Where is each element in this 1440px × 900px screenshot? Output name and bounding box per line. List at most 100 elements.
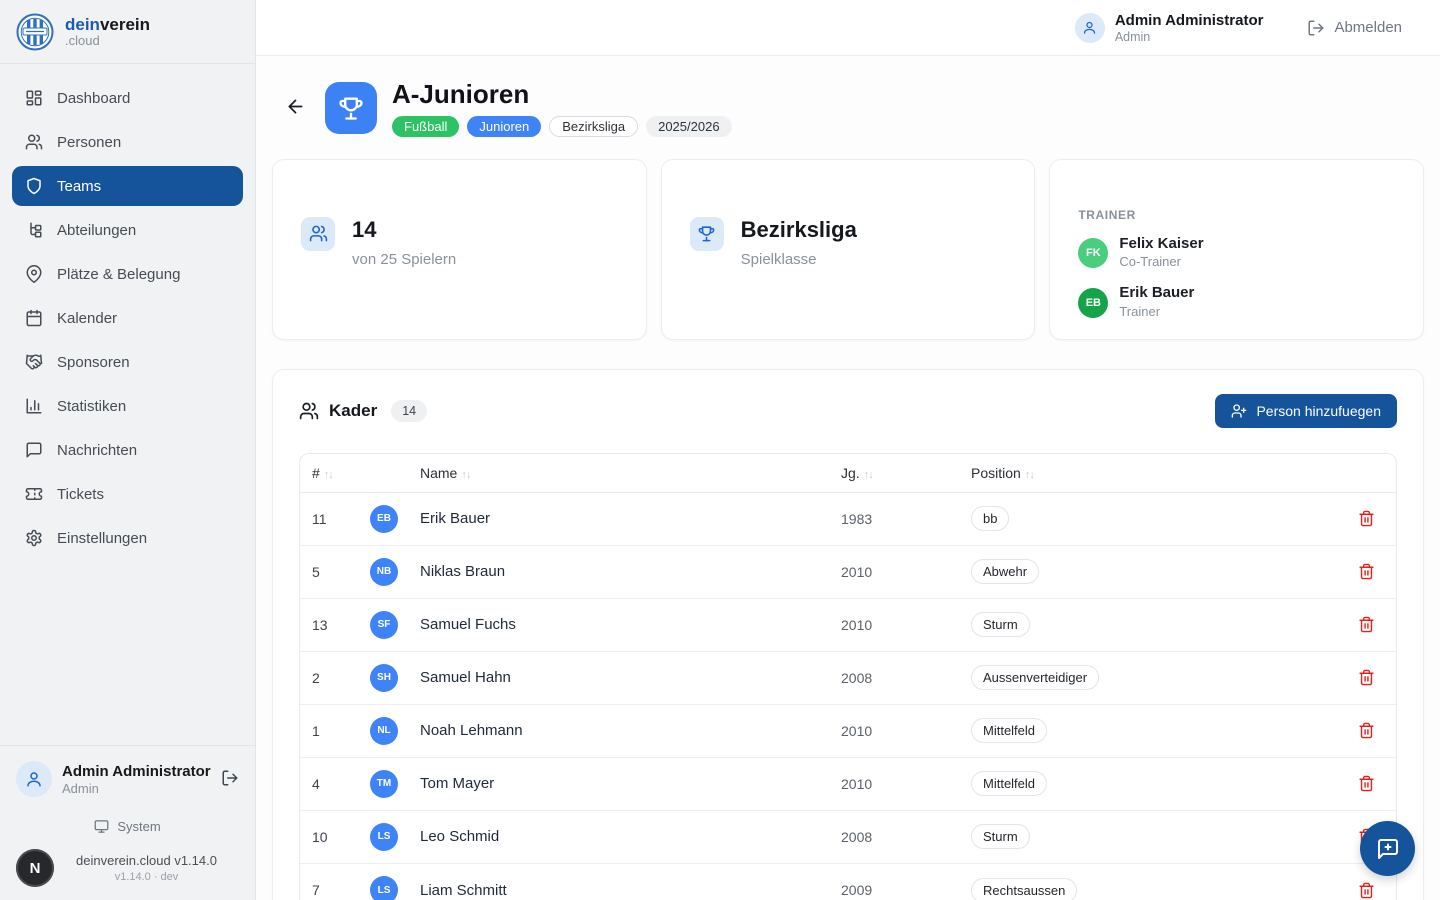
table-body: 11 EB Erik Bauer 1983 bb 5 NB Niklas Braun 2010 A… (300, 493, 1396, 900)
brand-title-dark: verein (99, 14, 151, 34)
club-crest-logo (16, 13, 54, 50)
delete-button[interactable] (1354, 771, 1379, 796)
sidebar-item-users[interactable]: Personen (12, 122, 243, 162)
sort-icon: ↑↓ (461, 468, 471, 481)
logout-button[interactable]: Abmelden (1307, 19, 1402, 37)
player-number: 13 (312, 616, 328, 633)
sidebar-item-dashboard[interactable]: Dashboard (12, 78, 243, 118)
player-name: Niklas Braun (420, 563, 506, 581)
sort-icon: ↑↓ (863, 468, 874, 481)
position-badge: Mittelfeld (971, 771, 1048, 797)
table-row[interactable]: 11 EB Erik Bauer 1983 bb (300, 493, 1396, 546)
table-row[interactable]: 10 LS Leo Schmid 2008 Sturm (300, 811, 1396, 864)
users-icon (299, 401, 319, 421)
players-stat-card: 14 von 25 Spielern (272, 158, 647, 340)
column-header-position[interactable]: Position ↑↓ (971, 464, 1035, 481)
table-row[interactable]: 13 SF Samuel Fuchs 2010 Sturm (300, 599, 1396, 652)
avatar: SH (370, 663, 398, 692)
page-content: A-Junioren Fußball Junioren Bezirksliga 202… (256, 56, 1440, 900)
delete-button[interactable] (1354, 718, 1379, 743)
player-number: 5 (312, 563, 320, 580)
kader-count-badge: 14 (391, 399, 428, 422)
table-row[interactable]: 2 SH Samuel Hahn 2008 Aussenverteidiger (300, 652, 1396, 705)
sidebar-item-label: Plätze & Belegung (57, 265, 181, 283)
team-badge: Fußball (392, 115, 460, 137)
sidebar-item-label: Nachrichten (57, 441, 138, 459)
user-avatar-icon (1074, 12, 1105, 43)
players-sub: von 25 Spielern (352, 250, 457, 268)
sidebar-item-calendar[interactable]: Kalender (12, 298, 243, 338)
sidebar-item-label: Kalender (57, 309, 118, 327)
position-badge: Abwehr (971, 559, 1040, 585)
player-name: Tom Mayer (420, 775, 495, 793)
brand-title-blue: dein (65, 14, 100, 34)
sidebar-item-ticket[interactable]: Tickets (12, 474, 243, 514)
delete-button[interactable] (1354, 559, 1379, 584)
delete-button[interactable] (1354, 612, 1379, 637)
user-plus-icon (1231, 403, 1247, 419)
avatar: LS (370, 876, 398, 900)
sidebar-item-map-pin[interactable]: Plätze & Belegung (12, 254, 243, 294)
sort-icon: ↑↓ (1024, 468, 1035, 481)
table-row[interactable]: 4 TM Tom Mayer 2010 Mittelfeld (300, 758, 1396, 811)
sidebar: deinverein .cloud Dashboard Personen Teams… (0, 0, 256, 900)
shield-icon (25, 177, 43, 195)
logout-icon (1307, 19, 1325, 37)
player-number: 7 (312, 882, 320, 899)
avatar: LS (370, 822, 398, 851)
trainer-item[interactable]: FK Felix Kaiser Co-Trainer (1078, 235, 1395, 272)
sidebar-bottom: Admin Administrator Admin System N deinv… (0, 745, 255, 900)
kader-table: # ↑↓ Name ↑↓ Jg. ↑↓ Position ↑↓ 11 EB Erik Bau… (299, 452, 1397, 900)
column-header-number[interactable]: # ↑↓ (312, 464, 334, 481)
feedback-fab-button[interactable] (1360, 821, 1415, 876)
trash-icon (1358, 882, 1375, 899)
delete-button[interactable] (1354, 506, 1379, 531)
column-header-name[interactable]: Name ↑↓ (420, 464, 471, 481)
sidebar-item-label: Einstellungen (57, 529, 148, 547)
position-badge: Sturm (971, 824, 1030, 850)
position-badge: Aussenverteidiger (971, 665, 1100, 691)
sidebar-item-tree[interactable]: Abteilungen (12, 210, 243, 250)
trash-icon (1358, 616, 1375, 633)
sidebar-item-shield[interactable]: Teams (12, 166, 243, 206)
position-badge: Mittelfeld (971, 718, 1048, 744)
brand-subtitle: .cloud (65, 33, 100, 49)
trash-icon (1358, 775, 1375, 792)
avatar: SF (370, 610, 398, 639)
sidebar-item-label: Dashboard (57, 89, 131, 107)
sort-icon: ↑↓ (323, 468, 334, 481)
trainer-item[interactable]: EB Erik Bauer Trainer (1078, 284, 1395, 321)
sidebar-item-bar-chart[interactable]: Statistiken (12, 386, 243, 426)
trainer-name: Erik Bauer (1119, 284, 1195, 302)
trainer-name: Felix Kaiser (1119, 234, 1204, 252)
sidebar-item-handshake[interactable]: Sponsoren (12, 342, 243, 382)
player-year: 2010 (841, 616, 873, 633)
trainer-card: TRAINER FK Felix Kaiser Co-Trainer EB Erik B… (1049, 158, 1424, 340)
sidebar-item-label: Personen (57, 133, 122, 151)
system-row: System (16, 819, 239, 834)
sidebar-item-settings[interactable]: Einstellungen (12, 518, 243, 558)
app-version: deinverein.cloud v1.14.0 (76, 853, 217, 868)
brand[interactable]: deinverein .cloud (0, 0, 255, 64)
sidebar-item-message[interactable]: Nachrichten (12, 430, 243, 470)
logout-button[interactable] (221, 769, 239, 790)
team-header: A-Junioren Fußball Junioren Bezirksliga 202… (272, 80, 1424, 137)
player-name: Leo Schmid (420, 828, 500, 846)
bar-chart-icon (25, 397, 43, 415)
table-row[interactable]: 5 NB Niklas Braun 2010 Abwehr (300, 546, 1396, 599)
delete-button[interactable] (1354, 878, 1379, 900)
logout-icon (221, 769, 239, 790)
users-icon (25, 133, 43, 151)
player-year: 1983 (841, 510, 873, 527)
player-year: 2010 (841, 722, 873, 739)
version-detail: v1.14.0 · dev (114, 871, 179, 883)
column-header-jg[interactable]: Jg. ↑↓ (841, 464, 874, 481)
delete-button[interactable] (1354, 665, 1379, 690)
add-person-button[interactable]: Person hinzufuegen (1215, 393, 1397, 428)
table-row[interactable]: 1 NL Noah Lehmann 2010 Mittelfeld (300, 705, 1396, 758)
position-badge: bb (971, 506, 1010, 532)
avatar: EB (370, 504, 398, 533)
table-row[interactable]: 7 LS Liam Schmitt 2009 Rechtsaussen (300, 864, 1396, 900)
back-button[interactable] (285, 96, 306, 117)
stat-cards: 14 von 25 Spielern Bezirksliga Spielklas… (272, 158, 1424, 340)
